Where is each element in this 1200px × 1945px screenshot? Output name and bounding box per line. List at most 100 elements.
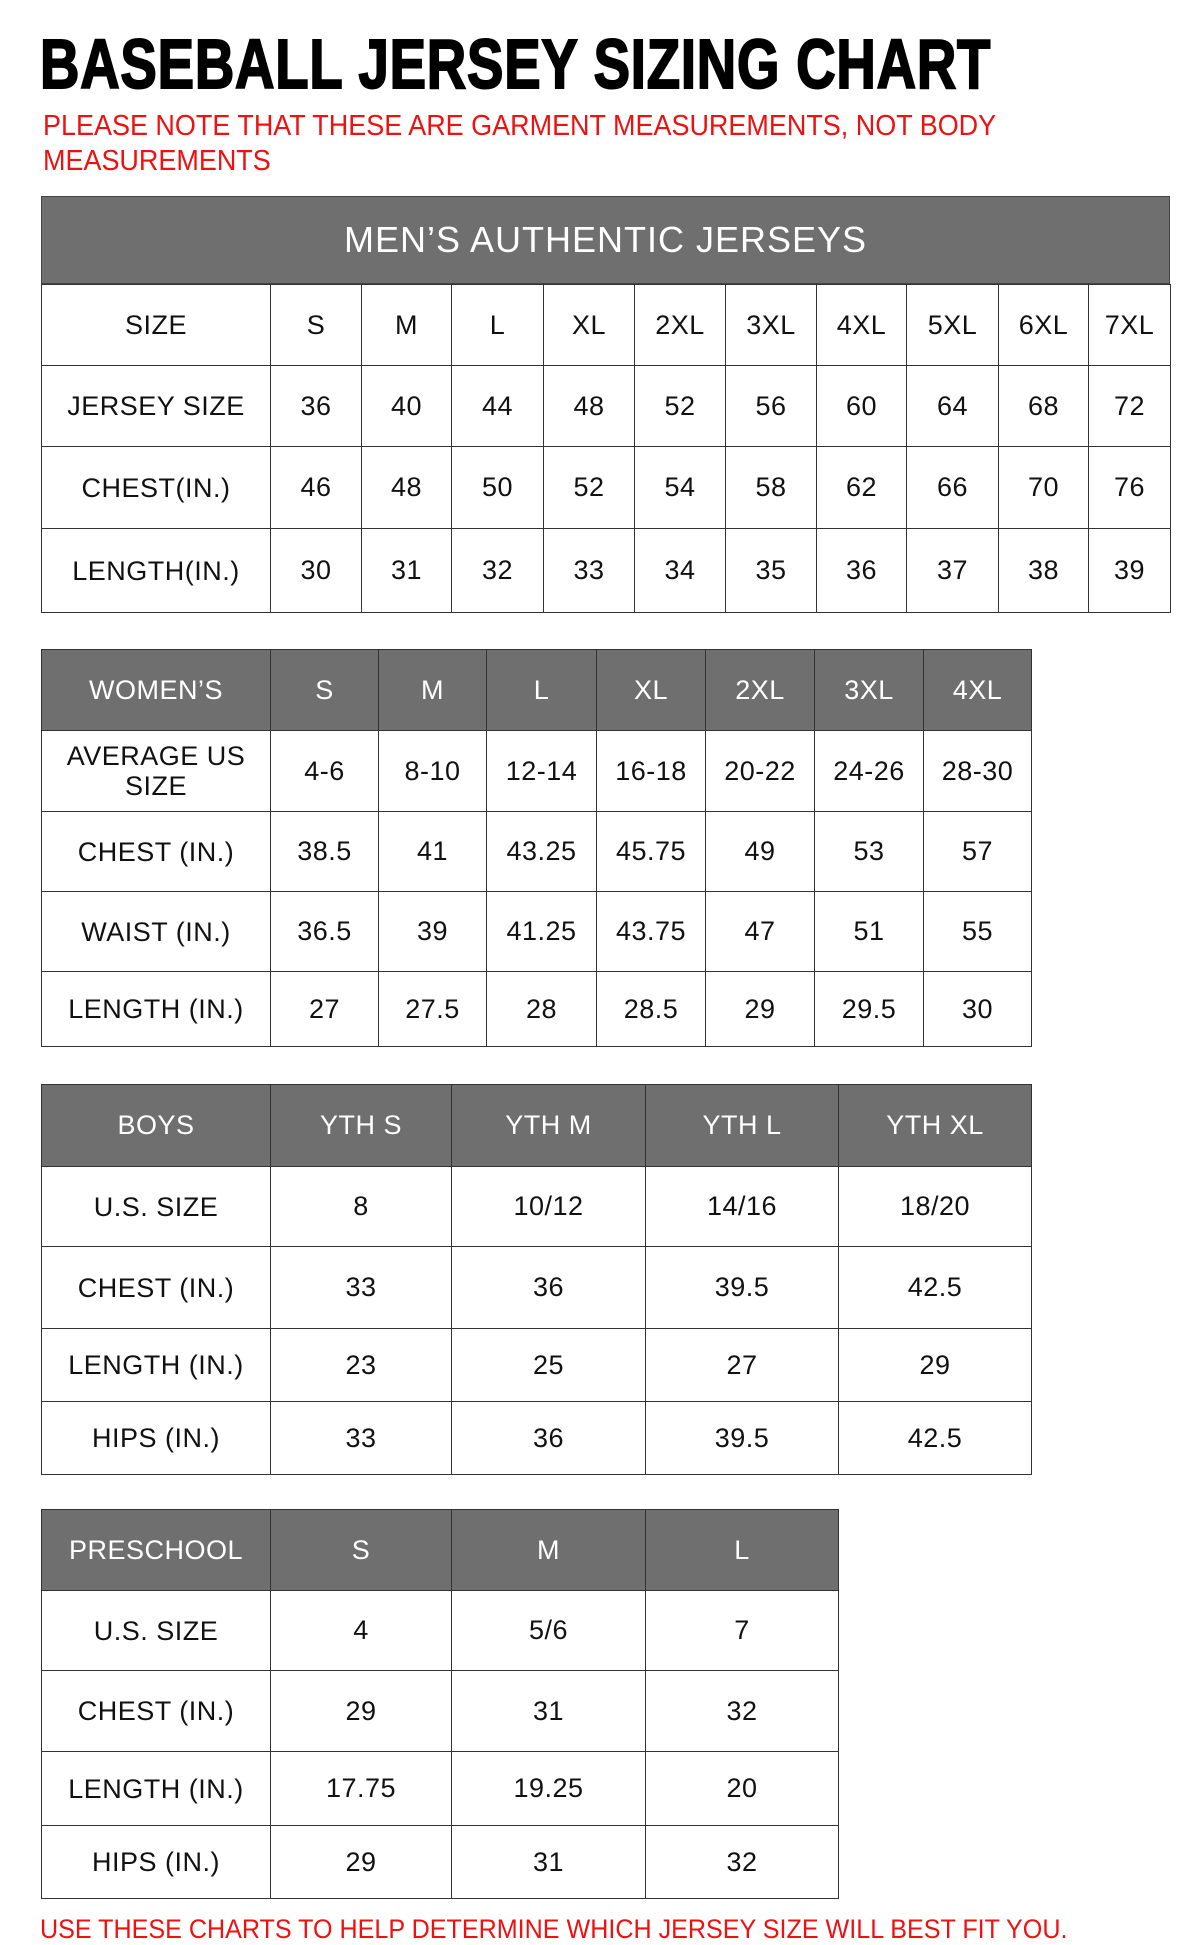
table-cell: 4 <box>270 1590 452 1671</box>
table-cell: 36.5 <box>270 891 379 972</box>
header-row: WOMEN’S S M L XL 2XL 3XL 4XL <box>41 649 1032 731</box>
column-header: 4XL <box>923 649 1032 731</box>
table-cell: 45.75 <box>596 811 706 892</box>
column-header: 2XL <box>705 649 815 731</box>
table-row: U.S. SIZE 8 10/12 14/16 18/20 <box>41 1166 1032 1247</box>
table-cell: 43.25 <box>486 811 597 892</box>
column-header: WOMEN’S <box>41 649 271 731</box>
table-cell: 14/16 <box>645 1166 839 1247</box>
table-cell: 49 <box>705 811 815 892</box>
table-cell: 27.5 <box>378 971 487 1047</box>
row-label: CHEST (IN.) <box>41 1670 271 1752</box>
womens-size-table: WOMEN’S S M L XL 2XL 3XL 4XL AVERAGE US SIZE 4-6 8… <box>41 649 1032 1047</box>
table-cell: 16-18 <box>596 730 706 812</box>
table-cell: 33 <box>270 1401 452 1475</box>
table-cell: 52 <box>543 446 635 529</box>
header-row: BOYS YTH S YTH M YTH L YTH XL <box>41 1084 1032 1167</box>
table-cell: 44 <box>451 365 544 447</box>
table-cell: 12-14 <box>486 730 597 812</box>
column-header: XL <box>543 284 635 366</box>
table-cell: 27 <box>645 1328 839 1402</box>
note-line-2: MEASUREMENTS <box>43 145 271 177</box>
column-header: YTH XL <box>838 1084 1032 1167</box>
table-cell: 8-10 <box>378 730 487 812</box>
table-row: LENGTH (IN.) 17.75 19.25 20 <box>41 1751 839 1826</box>
column-header: S <box>270 649 379 731</box>
table-cell: 27 <box>270 971 379 1047</box>
row-label: LENGTH (IN.) <box>41 971 271 1047</box>
column-header: 5XL <box>906 284 999 366</box>
table-cell: 29 <box>705 971 815 1047</box>
table-cell: 17.75 <box>270 1751 452 1826</box>
row-label: CHEST (IN.) <box>41 1246 271 1329</box>
table-cell: 42.5 <box>838 1401 1032 1475</box>
row-label: HIPS (IN.) <box>41 1825 271 1899</box>
table-row: CHEST (IN.) 29 31 32 <box>41 1670 839 1752</box>
table-cell: 36 <box>816 528 907 613</box>
column-header: 7XL <box>1088 284 1171 366</box>
column-header: SIZE <box>41 284 271 366</box>
table-cell: 48 <box>361 446 452 529</box>
table-cell: 56 <box>725 365 817 447</box>
column-header: M <box>361 284 452 366</box>
column-header: 6XL <box>998 284 1089 366</box>
table-cell: 31 <box>361 528 452 613</box>
table-cell: 18/20 <box>838 1166 1032 1247</box>
table-cell: 64 <box>906 365 999 447</box>
row-label: CHEST (IN.) <box>41 811 271 892</box>
table-cell: 70 <box>998 446 1089 529</box>
table-cell: 7 <box>645 1590 839 1671</box>
column-header: PRESCHOOL <box>41 1509 271 1591</box>
table-cell: 29 <box>838 1328 1032 1402</box>
table-cell: 20 <box>645 1751 839 1826</box>
table-row: LENGTH (IN.) 27 27.5 28 28.5 29 29.5 30 <box>41 971 1032 1047</box>
footer-note: USE THESE CHARTS TO HELP DETERMINE WHICH… <box>40 1914 1068 1944</box>
column-header: M <box>378 649 487 731</box>
table-cell: 54 <box>634 446 726 529</box>
column-header: L <box>645 1509 839 1591</box>
table-cell: 52 <box>634 365 726 447</box>
table-cell: 34 <box>634 528 726 613</box>
table-row: HIPS (IN.) 33 36 39.5 42.5 <box>41 1401 1032 1475</box>
table-cell: 29 <box>270 1670 452 1752</box>
table-cell: 58 <box>725 446 817 529</box>
table-row: JERSEY SIZE 36 40 44 48 52 56 60 64 68 72 <box>41 365 1171 447</box>
table-cell: 38 <box>998 528 1089 613</box>
table-cell: 51 <box>814 891 924 972</box>
table-cell: 41.25 <box>486 891 597 972</box>
table-cell: 31 <box>451 1670 646 1752</box>
table-cell: 60 <box>816 365 907 447</box>
mens-size-table: SIZE S M L XL 2XL 3XL 4XL 5XL 6XL 7XL JERSEY SIZE 36… <box>41 284 1171 613</box>
table-cell: 46 <box>270 446 362 529</box>
table-cell: 19.25 <box>451 1751 646 1826</box>
header-row: PRESCHOOL S M L <box>41 1509 839 1591</box>
table-cell: 39 <box>378 891 487 972</box>
column-header: L <box>486 649 597 731</box>
column-header: S <box>270 284 362 366</box>
table-cell: 62 <box>816 446 907 529</box>
table-row: LENGTH(IN.) 30 31 32 33 34 35 36 37 38 39 <box>41 528 1171 613</box>
table-cell: 30 <box>923 971 1032 1047</box>
table-cell: 43.75 <box>596 891 706 972</box>
column-header: YTH L <box>645 1084 839 1167</box>
table-row: LENGTH (IN.) 23 25 27 29 <box>41 1328 1032 1402</box>
table-cell: 36 <box>451 1246 646 1329</box>
table-cell: 28-30 <box>923 730 1032 812</box>
table-row: WAIST (IN.) 36.5 39 41.25 43.75 47 51 55 <box>41 891 1032 972</box>
column-header: L <box>451 284 544 366</box>
table-cell: 53 <box>814 811 924 892</box>
table-row: HIPS (IN.) 29 31 32 <box>41 1825 839 1899</box>
table-cell: 8 <box>270 1166 452 1247</box>
table-cell: 4-6 <box>270 730 379 812</box>
column-header: YTH M <box>451 1084 646 1167</box>
row-label: AVERAGE US SIZE <box>41 730 271 812</box>
table-row: AVERAGE US SIZE 4-6 8-10 12-14 16-18 20-22 24-… <box>41 730 1032 812</box>
table-cell: 50 <box>451 446 544 529</box>
column-header: XL <box>596 649 706 731</box>
column-header: BOYS <box>41 1084 271 1167</box>
table-cell: 33 <box>270 1246 452 1329</box>
table-cell: 20-22 <box>705 730 815 812</box>
table-cell: 40 <box>361 365 452 447</box>
table-cell: 28 <box>486 971 597 1047</box>
table-cell: 30 <box>270 528 362 613</box>
